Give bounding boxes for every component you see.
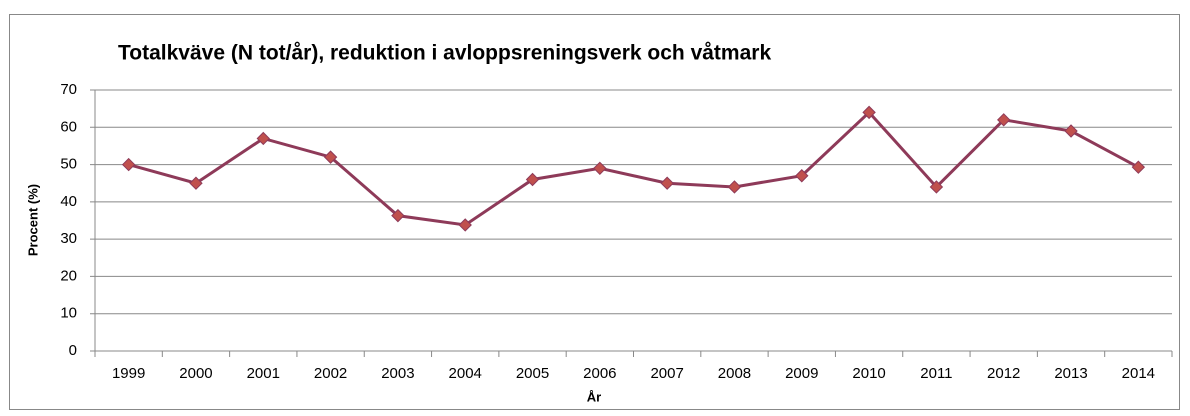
marker	[997, 113, 1011, 127]
x-tick-label: 2013	[1054, 365, 1087, 382]
y-tick-label: 0	[69, 342, 77, 359]
x-tick-label: 2004	[449, 365, 482, 382]
x-tick-label: 2000	[179, 365, 212, 382]
y-tick-label: 30	[60, 230, 77, 247]
marker	[256, 131, 270, 146]
x-tick-label: 2014	[1122, 365, 1155, 382]
marker	[929, 180, 944, 194]
chart-title: Totalkväve (N tot/år), reduktion i avlop…	[118, 42, 771, 65]
x-tick-label: 2002	[314, 365, 347, 382]
x-tick-label: 2003	[381, 365, 414, 382]
marker	[727, 180, 742, 194]
x-tick-label: 2008	[718, 365, 751, 382]
y-tick-label: 70	[60, 81, 77, 98]
marker	[862, 105, 876, 120]
x-tick-label: 2007	[650, 365, 683, 382]
marker	[1064, 124, 1078, 138]
x-tick-label: 2012	[987, 365, 1020, 382]
x-tick-label: 2001	[247, 365, 280, 382]
y-axis-label: Procent (%)	[25, 184, 40, 256]
marker	[660, 176, 674, 190]
y-tick-label: 50	[60, 156, 77, 173]
y-tick-label: 40	[60, 193, 77, 210]
y-tick-label: 20	[60, 267, 77, 284]
x-axis-label: År	[587, 389, 601, 404]
y-tick-label: 60	[60, 118, 77, 135]
x-tick-label: 2006	[583, 365, 616, 382]
x-tick-label: 2011	[920, 365, 952, 382]
marker	[458, 218, 472, 232]
marker	[525, 172, 540, 187]
series-line	[128, 110, 1140, 227]
x-tick-label: 2010	[852, 365, 885, 382]
x-tick-label: 2005	[516, 365, 549, 382]
marker	[1131, 160, 1146, 174]
chart-frame	[9, 14, 1180, 410]
x-tick-label: 1999	[112, 365, 145, 382]
marker	[323, 150, 338, 164]
marker	[593, 161, 607, 176]
marker	[121, 157, 136, 172]
marker	[391, 208, 405, 223]
x-tick-label: 2009	[785, 365, 818, 382]
marker	[795, 169, 809, 183]
y-tick-label: 10	[60, 305, 77, 322]
marker	[189, 176, 203, 190]
